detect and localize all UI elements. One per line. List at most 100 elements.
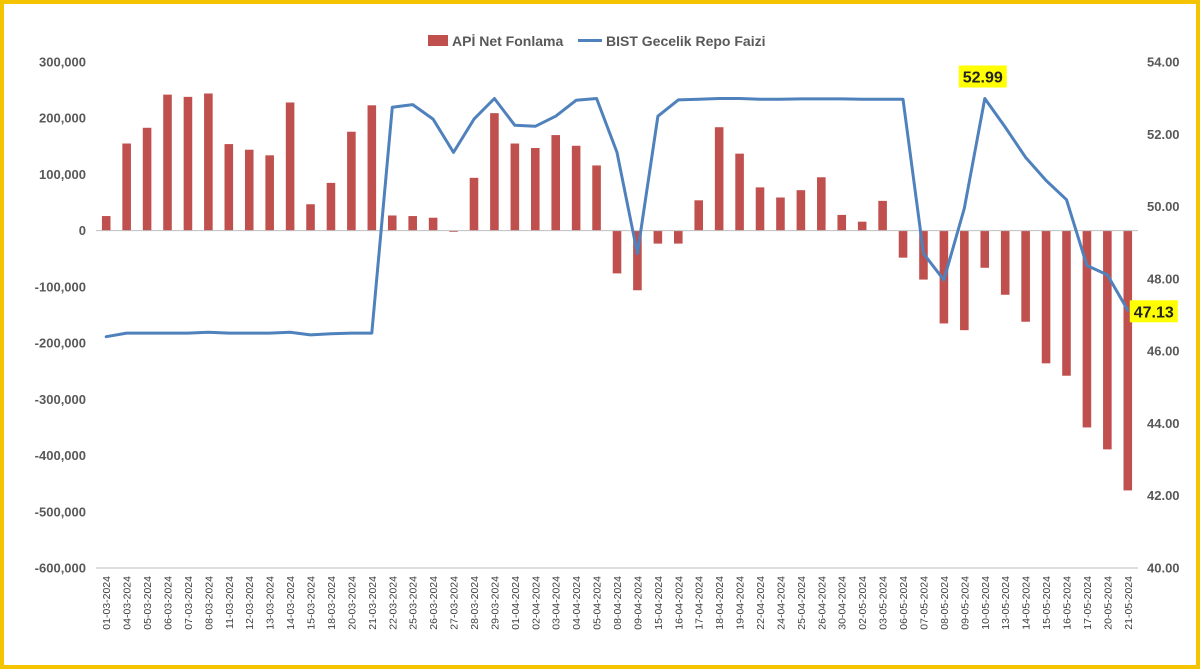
bar-series: [101, 93, 1133, 491]
bar: [776, 197, 785, 231]
x-tick-label: 04-03-2024: [122, 576, 134, 630]
y-left-tick-label: -600,000: [35, 561, 86, 576]
bar: [326, 182, 336, 231]
x-tick-label: 28-03-2024: [469, 576, 481, 630]
x-tick-label: 15-05-2024: [1041, 576, 1053, 630]
bar: [347, 131, 356, 231]
x-tick-label: 02-05-2024: [857, 576, 869, 630]
bar: [408, 216, 417, 231]
x-tick-label: 25-04-2024: [796, 576, 808, 630]
bar: [1123, 230, 1133, 491]
chart-legend: APİ Net Fonlama BIST Gecelik Repo Faizi: [428, 33, 766, 49]
bar: [142, 127, 152, 231]
x-tick-label: 26-04-2024: [816, 576, 828, 630]
x-tick-label: 12-03-2024: [244, 576, 256, 630]
x-tick-label: 16-05-2024: [1061, 576, 1073, 630]
axes: 300,000 200,000 100,000 0 -100,000 -200,000 -3…: [35, 55, 1180, 630]
bar: [1103, 230, 1112, 450]
line-series: [104, 97, 1130, 339]
bar: [1082, 230, 1092, 428]
bar: [714, 127, 724, 231]
bar: [469, 177, 479, 231]
x-tick-label: 05-04-2024: [592, 576, 604, 630]
y-left-tick-label: 100,000: [39, 167, 86, 182]
bar: [285, 102, 295, 231]
bar: [449, 230, 458, 232]
x-tick-label: 04-04-2024: [571, 576, 583, 630]
x-tick-label: 15-04-2024: [653, 576, 665, 630]
bar: [224, 144, 234, 231]
bar: [1000, 230, 1010, 295]
bar: [306, 204, 315, 231]
x-tick-label: 19-04-2024: [735, 576, 747, 630]
x-tick-label: 20-05-2024: [1102, 576, 1114, 630]
y-left-tick-label: -200,000: [35, 336, 86, 351]
x-tick-label: 13-03-2024: [265, 576, 277, 630]
bar: [755, 187, 765, 231]
y-right-tick-label: 40.00: [1147, 561, 1180, 576]
x-tick-label: 10-05-2024: [980, 576, 992, 630]
x-tick-label: 21-03-2024: [367, 576, 379, 630]
bar: [1062, 230, 1071, 376]
x-tick-label: 02-04-2024: [530, 576, 542, 630]
callout-box: [958, 65, 1007, 88]
y-right-tick-label: 54.00: [1147, 55, 1180, 70]
x-tick-label: 05-03-2024: [142, 576, 154, 630]
x-tick-label: 20-03-2024: [346, 576, 358, 630]
x-tick-label: 18-04-2024: [714, 576, 726, 630]
callout-label: 52.99: [963, 70, 1003, 87]
bar: [837, 214, 847, 231]
x-tick-label: 29-03-2024: [489, 576, 501, 630]
legend-label-line: BIST Gecelik Repo Faizi: [606, 33, 766, 49]
bar: [735, 153, 744, 231]
x-tick-label: 06-03-2024: [163, 576, 175, 630]
bar: [980, 230, 990, 268]
x-tick-label: 08-05-2024: [939, 576, 951, 630]
x-tick-label: 27-03-2024: [449, 576, 461, 630]
bar: [1041, 230, 1051, 364]
y-left-tick-label: 300,000: [39, 55, 86, 70]
bar: [960, 230, 969, 331]
x-tick-label: 03-04-2024: [551, 576, 563, 630]
x-tick-label: 22-03-2024: [387, 576, 399, 630]
x-tick-label: 30-04-2024: [837, 576, 849, 630]
y-left-tick-label: -500,000: [35, 504, 86, 519]
bar: [265, 155, 274, 231]
bar: [694, 200, 704, 231]
bar: [510, 143, 520, 231]
legend-swatch-bars: [428, 35, 448, 46]
bar: [633, 230, 642, 291]
y-right-tick-label: 48.00: [1147, 271, 1180, 286]
bar: [530, 148, 540, 231]
bar: [163, 94, 172, 231]
y-right-tick-label: 52.00: [1147, 127, 1180, 142]
x-tick-label: 09-04-2024: [632, 576, 644, 630]
x-tick-label: 26-03-2024: [428, 576, 440, 630]
bar: [1021, 230, 1030, 322]
x-tick-label: 17-05-2024: [1082, 576, 1094, 630]
line-path: [104, 97, 1130, 339]
x-tick-label: 09-05-2024: [959, 576, 971, 630]
y-left-tick-label: -300,000: [35, 392, 86, 407]
bar: [122, 143, 131, 231]
x-tick-label: 06-05-2024: [898, 576, 910, 630]
x-tick-label: 18-03-2024: [326, 576, 338, 630]
y-left-tick-label: -400,000: [35, 448, 86, 463]
bar: [674, 230, 683, 244]
x-tick-label: 21-05-2024: [1123, 576, 1135, 630]
bar: [101, 216, 111, 231]
x-tick-label: 17-04-2024: [694, 576, 706, 630]
callout-box: [1129, 300, 1178, 323]
y-left-tick-label: 0: [79, 223, 86, 238]
y-right-tick-label: 50.00: [1147, 199, 1180, 214]
x-tick-label: 22-04-2024: [755, 576, 767, 630]
x-tick-label: 07-05-2024: [918, 576, 930, 630]
legend-label-bars: APİ Net Fonlama: [452, 33, 563, 49]
x-tick-label: 16-04-2024: [673, 576, 685, 630]
x-tick-label: 13-05-2024: [1000, 576, 1012, 630]
bar: [204, 93, 213, 231]
y-left-tick-label: -100,000: [35, 279, 86, 294]
x-tick-label: 15-03-2024: [306, 576, 318, 630]
x-tick-label: 24-04-2024: [775, 576, 787, 630]
